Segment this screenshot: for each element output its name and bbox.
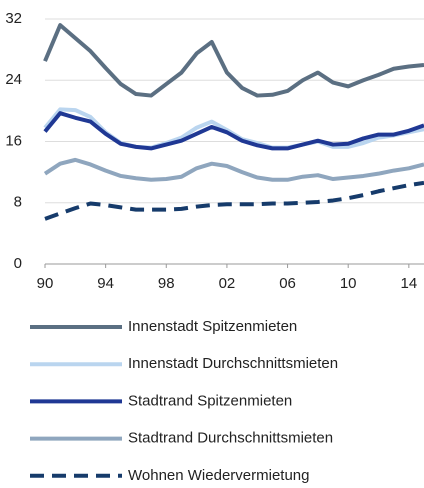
y-tick-label: 16 — [5, 132, 22, 149]
series-line — [44, 180, 424, 221]
series-line — [43, 157, 424, 182]
legend-label: Wohnen Wiedervermietung — [128, 467, 309, 484]
y-tick-label: 0 — [14, 255, 22, 272]
series-line — [43, 23, 424, 98]
x-tick-label: 14 — [400, 275, 417, 292]
legend-label: Innenstadt Durchschnittsmieten — [128, 355, 338, 372]
y-tick-label: 8 — [14, 194, 22, 211]
x-tick-label: 98 — [158, 275, 175, 292]
y-tick-label: 24 — [5, 71, 22, 88]
y-tick-label: 32 — [5, 10, 22, 27]
x-tick-label: 02 — [219, 275, 236, 292]
x-tick-label: 94 — [97, 275, 114, 292]
legend-label: Stadtrand Durchschnittsmieten — [128, 430, 333, 447]
legend-label: Innenstadt Spitzenmieten — [128, 318, 297, 335]
legend-label: Stadtrand Spitzenmieten — [128, 392, 292, 409]
x-tick-label: 90 — [37, 275, 54, 292]
series-line — [43, 111, 424, 151]
x-tick-label: 06 — [279, 275, 296, 292]
x-tick-label: 10 — [340, 275, 357, 292]
